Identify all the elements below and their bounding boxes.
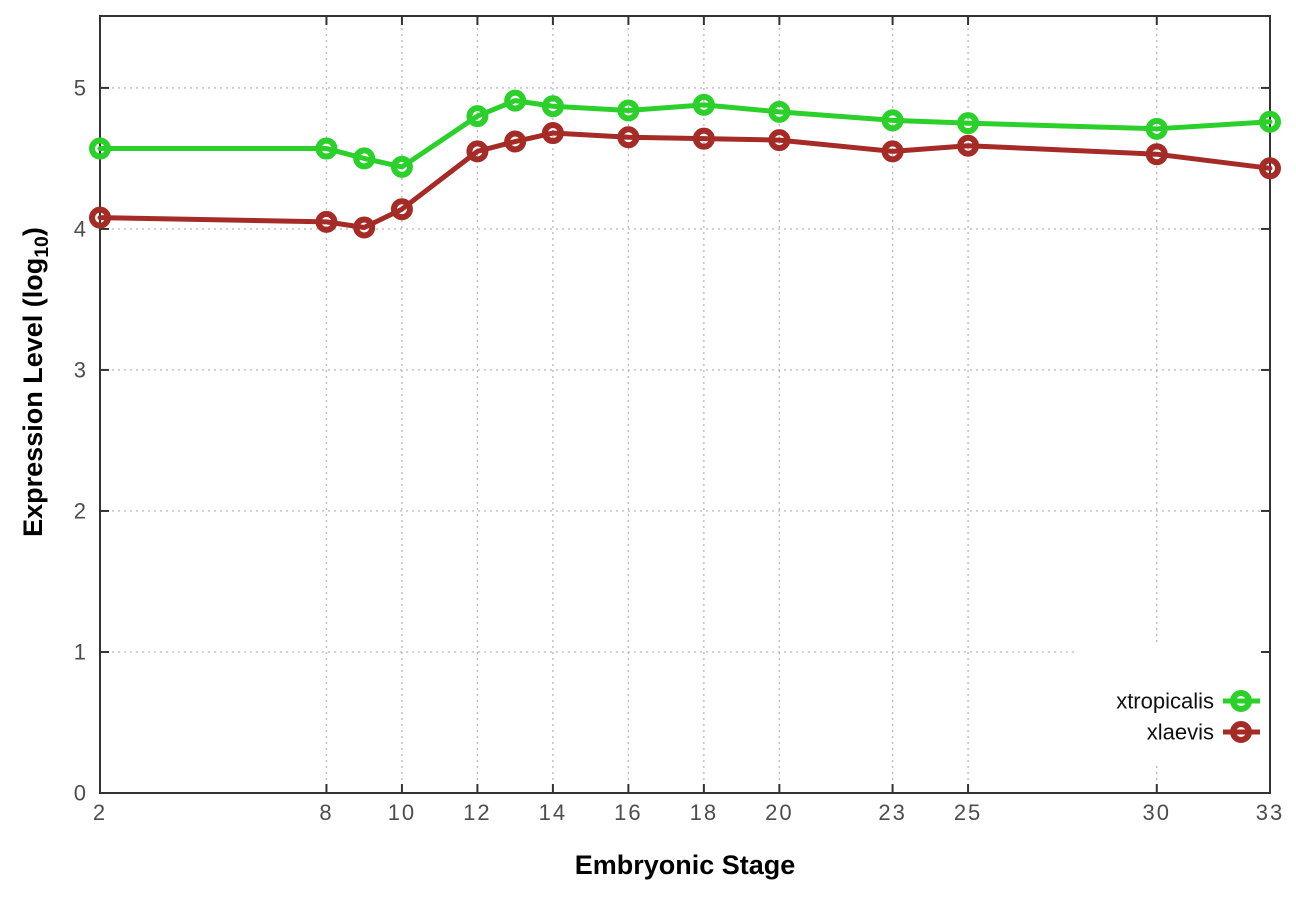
series-line-xtropicalis	[97, 98, 1273, 170]
data-point-xtropicalis	[390, 155, 413, 178]
data-point-xlaevis	[617, 126, 640, 149]
legend-label-xtropicalis: xtropicalis	[1116, 689, 1214, 714]
y-axis-title: Expression Level (log10)	[18, 227, 54, 537]
y-tick-label: 3	[74, 357, 86, 382]
data-point-xtropicalis	[315, 137, 338, 160]
x-tick-label: 16	[614, 800, 642, 825]
x-tick-label: 18	[690, 800, 718, 825]
y-tick-label: 4	[74, 216, 86, 241]
data-point-xlaevis	[353, 216, 376, 239]
data-point-xlaevis	[1259, 157, 1281, 180]
plot-border	[99, 15, 1271, 794]
legend-label-xlaevis: xlaevis	[1147, 720, 1214, 745]
data-point-xlaevis	[504, 130, 527, 153]
data-point-xlaevis	[1145, 143, 1168, 166]
x-tick-label: 2	[93, 800, 107, 825]
y-axis-title-subscript: 10	[31, 236, 54, 258]
data-point-xlaevis	[466, 140, 489, 163]
x-tick-label: 14	[539, 800, 567, 825]
data-point-xtropicalis	[1259, 110, 1281, 133]
x-tick-label: 23	[878, 800, 906, 825]
y-tick-label: 2	[74, 498, 86, 523]
data-point-xlaevis	[768, 129, 791, 152]
x-axis-title: Embryonic Stage	[574, 850, 796, 880]
x-tick-label: 30	[1143, 800, 1171, 825]
data-point-xtropicalis	[466, 105, 489, 128]
x-tick-label: 20	[765, 800, 793, 825]
data-point-xlaevis	[881, 140, 904, 163]
data-point-xtropicalis	[1145, 117, 1168, 140]
data-point-xlaevis	[89, 206, 111, 229]
data-point-xlaevis	[541, 122, 564, 145]
data-point-xtropicalis	[692, 93, 715, 116]
data-point-xlaevis	[692, 127, 715, 150]
x-tick-label: 12	[463, 800, 491, 825]
y-tick-label: 5	[74, 75, 86, 100]
data-point-xlaevis	[390, 198, 413, 221]
data-point-xtropicalis	[957, 112, 980, 135]
legend-marker-xtropicalis	[1230, 690, 1252, 712]
data-point-xlaevis	[315, 210, 338, 233]
data-point-xtropicalis	[768, 100, 791, 123]
data-point-xtropicalis	[541, 95, 564, 118]
x-tick-label: 8	[319, 800, 333, 825]
x-tick-label: 25	[954, 800, 982, 825]
legend-marker-xlaevis	[1230, 721, 1252, 743]
data-point-xtropicalis	[89, 137, 111, 160]
y-axis-title-suffix: )	[17, 227, 48, 237]
data-point-xtropicalis	[617, 99, 640, 122]
data-point-xtropicalis	[881, 109, 904, 132]
x-tick-label: 33	[1256, 800, 1284, 825]
y-axis-title-prefix: Expression Level (log	[17, 257, 48, 537]
x-tick-label: 10	[388, 800, 416, 825]
data-point-xlaevis	[957, 134, 980, 157]
y-tick-label: 0	[74, 781, 86, 806]
data-point-xtropicalis	[353, 147, 376, 170]
y-tick-label: 1	[74, 639, 86, 664]
data-point-xtropicalis	[504, 89, 527, 112]
